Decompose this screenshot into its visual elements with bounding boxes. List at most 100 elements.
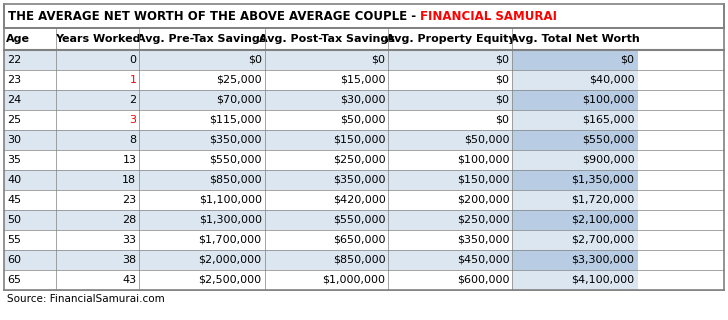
Bar — [389, 70, 513, 90]
Bar — [4, 230, 56, 250]
Text: $450,000: $450,000 — [456, 255, 510, 265]
Text: $650,000: $650,000 — [333, 235, 386, 245]
Text: 18: 18 — [122, 175, 136, 185]
Bar — [4, 28, 724, 50]
Bar — [265, 270, 389, 290]
Bar — [513, 230, 638, 250]
Bar — [513, 150, 638, 170]
Text: 33: 33 — [122, 235, 136, 245]
Text: 55: 55 — [7, 235, 21, 245]
Bar — [4, 210, 56, 230]
Bar — [56, 130, 139, 150]
Bar — [56, 90, 139, 110]
Text: $50,000: $50,000 — [464, 135, 510, 145]
Text: $165,000: $165,000 — [582, 115, 635, 125]
Text: 50: 50 — [7, 215, 21, 225]
Text: $200,000: $200,000 — [456, 195, 510, 205]
Text: Years Worked: Years Worked — [55, 34, 141, 44]
Text: 2: 2 — [130, 95, 136, 105]
Bar — [139, 150, 265, 170]
Text: $2,100,000: $2,100,000 — [571, 215, 635, 225]
Text: 0: 0 — [130, 55, 136, 65]
Bar — [139, 50, 265, 70]
Bar — [56, 230, 139, 250]
Bar — [389, 50, 513, 70]
Text: $550,000: $550,000 — [333, 215, 386, 225]
Text: 22: 22 — [7, 55, 21, 65]
Text: $100,000: $100,000 — [582, 95, 635, 105]
Bar — [139, 250, 265, 270]
Text: Avg. Property Equity: Avg. Property Equity — [386, 34, 515, 44]
Text: $250,000: $250,000 — [456, 215, 510, 225]
Text: $70,000: $70,000 — [216, 95, 261, 105]
Bar — [139, 70, 265, 90]
Bar — [139, 130, 265, 150]
Bar — [389, 190, 513, 210]
Text: 35: 35 — [7, 155, 21, 165]
Bar — [513, 190, 638, 210]
Text: $350,000: $350,000 — [333, 175, 386, 185]
Text: 28: 28 — [122, 215, 136, 225]
Bar — [265, 70, 389, 90]
Text: 40: 40 — [7, 175, 21, 185]
Bar — [513, 70, 638, 90]
Bar — [265, 150, 389, 170]
Bar — [389, 170, 513, 190]
Text: 1: 1 — [130, 75, 136, 85]
Bar — [389, 230, 513, 250]
Bar — [265, 230, 389, 250]
Text: 65: 65 — [7, 275, 21, 285]
Bar — [389, 150, 513, 170]
Text: $1,000,000: $1,000,000 — [323, 275, 386, 285]
Bar — [265, 190, 389, 210]
Bar — [56, 170, 139, 190]
Text: $350,000: $350,000 — [457, 235, 510, 245]
Text: 24: 24 — [7, 95, 21, 105]
Bar — [4, 150, 56, 170]
Bar — [389, 90, 513, 110]
Text: $0: $0 — [495, 95, 510, 105]
Bar — [4, 90, 56, 110]
Text: $2,500,000: $2,500,000 — [199, 275, 261, 285]
Bar — [56, 190, 139, 210]
Bar — [139, 90, 265, 110]
Text: 3: 3 — [130, 115, 136, 125]
Text: 60: 60 — [7, 255, 21, 265]
Text: $420,000: $420,000 — [333, 195, 386, 205]
Text: $600,000: $600,000 — [457, 275, 510, 285]
Text: 45: 45 — [7, 195, 21, 205]
Bar — [265, 90, 389, 110]
Bar — [265, 50, 389, 70]
Text: $15,000: $15,000 — [340, 75, 386, 85]
Text: Age: Age — [6, 34, 30, 44]
Text: $30,000: $30,000 — [340, 95, 386, 105]
Text: $0: $0 — [371, 55, 386, 65]
Text: $850,000: $850,000 — [333, 255, 386, 265]
Bar — [56, 70, 139, 90]
Text: $3,300,000: $3,300,000 — [571, 255, 635, 265]
Bar — [139, 190, 265, 210]
Text: $25,000: $25,000 — [216, 75, 261, 85]
Bar — [265, 130, 389, 150]
Text: $350,000: $350,000 — [209, 135, 261, 145]
Text: $0: $0 — [495, 55, 510, 65]
Text: $0: $0 — [495, 115, 510, 125]
Bar — [4, 50, 56, 70]
Bar — [56, 150, 139, 170]
Text: 23: 23 — [7, 75, 21, 85]
Text: 43: 43 — [122, 275, 136, 285]
Bar — [513, 170, 638, 190]
Text: Source: FinancialSamurai.com: Source: FinancialSamurai.com — [7, 294, 165, 304]
Bar — [4, 70, 56, 90]
Text: $150,000: $150,000 — [457, 175, 510, 185]
Text: 38: 38 — [122, 255, 136, 265]
Text: $1,300,000: $1,300,000 — [199, 215, 261, 225]
Bar — [139, 110, 265, 130]
Bar — [4, 170, 56, 190]
Text: $850,000: $850,000 — [209, 175, 261, 185]
Bar — [389, 110, 513, 130]
Text: $0: $0 — [495, 75, 510, 85]
Text: $250,000: $250,000 — [333, 155, 386, 165]
Bar — [139, 270, 265, 290]
Bar — [139, 230, 265, 250]
